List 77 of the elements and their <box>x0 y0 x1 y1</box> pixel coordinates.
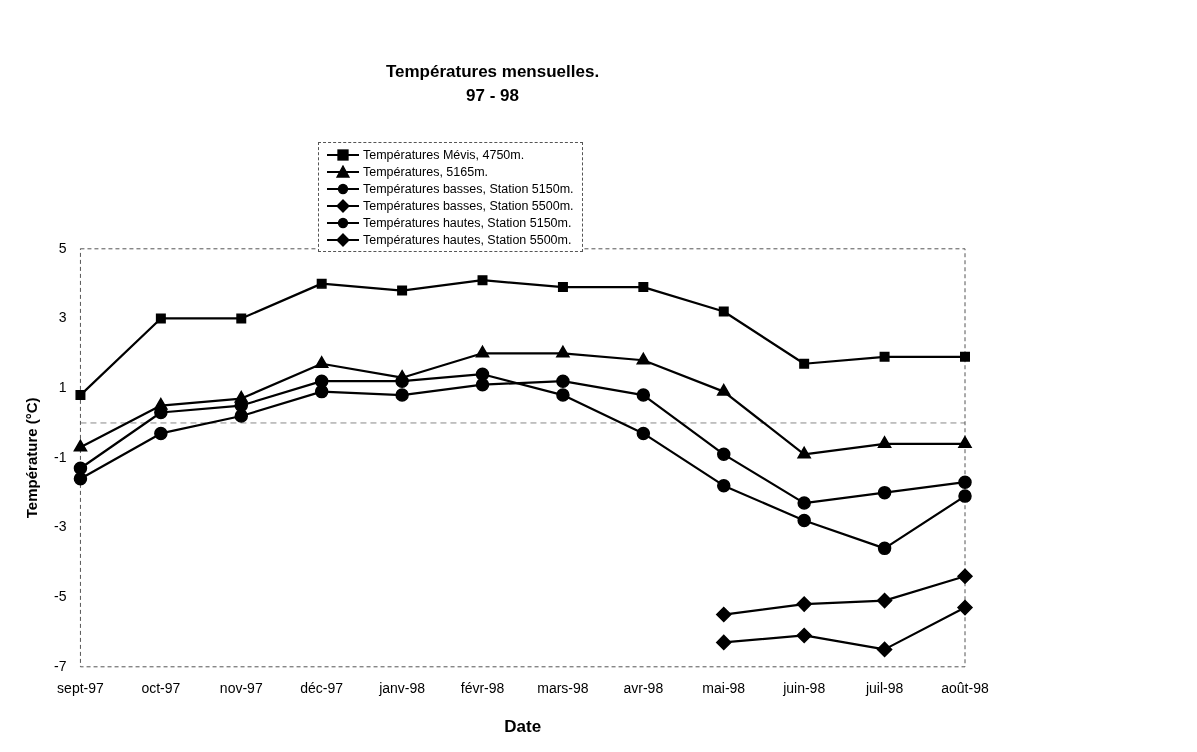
point <box>796 596 812 612</box>
point <box>636 352 651 365</box>
point <box>477 275 488 286</box>
x-tick-label: déc-97 <box>300 680 344 697</box>
point <box>957 568 973 584</box>
point <box>475 377 490 392</box>
point <box>636 388 651 402</box>
x-tick-label: mars-98 <box>537 680 589 697</box>
point <box>395 374 409 388</box>
point <box>73 471 88 486</box>
point <box>958 489 972 503</box>
legend-label: Températures hautes, Station 5500m. <box>363 232 572 247</box>
legend-label: Températures Mévis, 4750m. <box>363 147 525 162</box>
point <box>73 439 88 452</box>
point <box>556 388 570 402</box>
point <box>475 345 490 358</box>
point <box>797 513 811 528</box>
legend-label: Températures hautes, Station 5150m. <box>363 215 572 230</box>
point <box>877 541 892 556</box>
point <box>797 496 811 510</box>
point <box>879 351 890 362</box>
point <box>556 374 570 388</box>
point <box>876 641 893 658</box>
point <box>799 358 810 369</box>
x-tick-label: févr-98 <box>460 680 505 697</box>
y-tick-label: -1 <box>54 448 67 465</box>
point <box>638 282 649 293</box>
point <box>877 485 892 500</box>
y-tick-label: -5 <box>54 587 67 604</box>
point <box>717 447 731 462</box>
legend-label: Températures basses, Station 5150m. <box>363 181 574 196</box>
y-tick-label: 5 <box>58 239 67 256</box>
point <box>957 599 973 616</box>
y-tick-label: -3 <box>54 518 67 535</box>
x-tick-label: juin-98 <box>782 680 826 697</box>
x-tick-label: nov-97 <box>219 680 263 697</box>
point <box>636 426 651 441</box>
point <box>958 475 972 489</box>
point <box>718 306 729 317</box>
point <box>316 278 327 289</box>
point <box>314 384 329 399</box>
point <box>960 351 970 362</box>
x-tick-label: août-98 <box>941 680 989 697</box>
legend-label: Températures basses, Station 5500m. <box>363 198 574 213</box>
x-tick-label: mai-98 <box>702 680 746 697</box>
point <box>877 436 892 449</box>
point <box>716 634 732 651</box>
point <box>797 446 811 459</box>
x-tick-label: janv-98 <box>378 680 426 697</box>
legend-label: Températures, 5165m. <box>363 164 489 179</box>
chart-title: Températures mensuelles. <box>385 61 600 81</box>
point <box>876 592 893 609</box>
y-axis-title: Température (°C) <box>23 397 41 519</box>
y-tick-label: 1 <box>58 378 67 395</box>
x-tick-label: juil-98 <box>864 680 904 697</box>
x-axis-title: Date <box>504 717 542 737</box>
y-tick-label: -7 <box>54 657 67 674</box>
point <box>716 383 731 396</box>
x-tick-label: avr-98 <box>623 680 664 697</box>
point <box>796 627 812 644</box>
point <box>75 390 86 401</box>
point <box>234 409 249 423</box>
point <box>155 313 166 324</box>
x-tick-label: oct-97 <box>141 680 181 697</box>
point <box>958 436 972 449</box>
chart-subtitle: 97 - 98 <box>466 86 519 106</box>
point <box>395 388 409 402</box>
point <box>314 356 329 368</box>
point <box>557 282 568 293</box>
x-tick-label: sept-97 <box>57 680 105 697</box>
point <box>236 313 247 324</box>
point <box>556 345 570 358</box>
y-tick-label: 3 <box>58 309 67 326</box>
point <box>154 426 168 441</box>
point <box>716 606 732 623</box>
point <box>717 478 731 493</box>
point <box>397 285 408 296</box>
